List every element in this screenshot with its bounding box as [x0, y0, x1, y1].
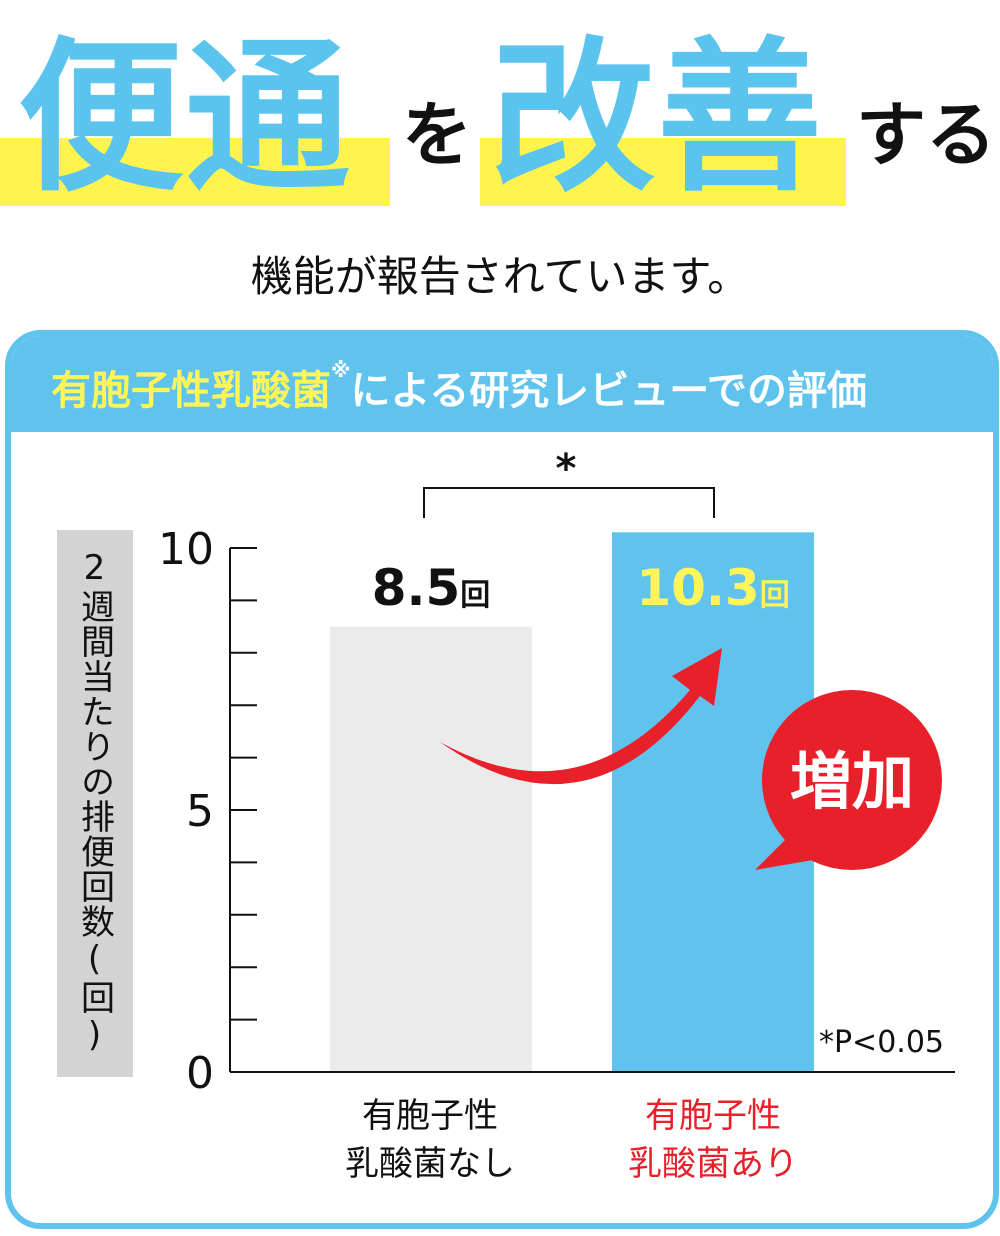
- y-tick-label: 0: [186, 1048, 214, 1099]
- category-label-line2: 乳酸菌あり: [628, 1144, 798, 1184]
- category-label-0: 有胞子性 乳酸菌なし: [300, 1092, 560, 1188]
- y-axis-label-box: 2週間当たりの排便回数(回): [57, 530, 133, 1077]
- panel-title-mark: ※: [331, 358, 351, 382]
- category-label-line1: 有胞子性: [645, 1096, 781, 1136]
- y-axis-label: 2週間当たりの排便回数(回): [74, 548, 115, 1056]
- chart-panel: 有胞子性乳酸菌※による研究レビューでの評価: [5, 330, 999, 1229]
- subtitle: 機能が報告されています。: [250, 252, 750, 301]
- headline-wo: を: [402, 94, 472, 176]
- significance-bracket: [423, 487, 715, 518]
- category-label-line2: 乳酸菌なし: [345, 1144, 515, 1184]
- bar-0: [330, 626, 532, 1072]
- headline-suru: する: [856, 94, 996, 176]
- p-value-footnote: *P<0.05: [819, 1025, 944, 1060]
- y-tick-label: 5: [186, 786, 214, 837]
- panel-title: 有胞子性乳酸菌※による研究レビューでの評価: [51, 358, 867, 416]
- significance-mark: *: [556, 446, 577, 492]
- increase-arrow: [440, 648, 722, 785]
- headline-kaizen: 改善: [490, 22, 824, 214]
- panel-header: 有胞子性乳酸菌※による研究レビューでの評価: [11, 336, 993, 432]
- category-label-1: 有胞子性 乳酸菌あり: [583, 1092, 843, 1188]
- annotation-text: 増加: [790, 745, 914, 818]
- panel-title-rest: による研究レビューでの評価: [350, 368, 867, 414]
- headline-bentsu: 便通: [18, 22, 352, 214]
- bubble-tail: [755, 835, 825, 870]
- y-tick-label: 10: [158, 524, 214, 575]
- value-label-0: 8.5回: [372, 559, 491, 617]
- highlight-band: [480, 138, 846, 206]
- highlight-band: [0, 138, 390, 206]
- panel-title-highlight: 有胞子性乳酸菌: [51, 368, 331, 414]
- category-label-line1: 有胞子性: [362, 1096, 498, 1136]
- annotation-bubble: [762, 690, 942, 870]
